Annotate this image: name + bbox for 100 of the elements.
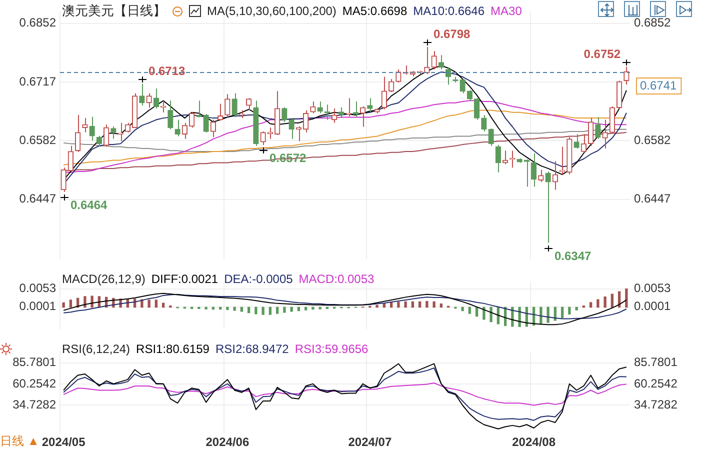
y2-tick-label: 0.6582: [634, 132, 672, 147]
candlestick: [246, 98, 252, 111]
bar: [461, 306, 464, 312]
candlestick: [545, 170, 551, 244]
legend-title: RSI(6,12,24): [62, 342, 130, 356]
text: MA30: [490, 4, 522, 18]
series-label: DEA:-0.0005: [224, 272, 293, 286]
candlestick: [438, 54, 444, 70]
bar: [468, 306, 472, 314]
series-label: DIFF:0.0021: [151, 272, 218, 286]
bar: [390, 302, 393, 308]
candlestick: [624, 66, 630, 86]
candlestick: [424, 46, 430, 75]
candlestick: [139, 83, 145, 106]
candlestick: [538, 169, 544, 182]
bar: [247, 306, 250, 314]
candlestick: [224, 94, 230, 118]
text: MA5:0.6698: [342, 4, 408, 18]
y-tick-label: 60.2542: [12, 376, 56, 390]
bar: [382, 303, 386, 308]
x-tick-label: 2024/07: [348, 435, 392, 450]
y2-tick-label: 0.6852: [634, 16, 672, 30]
bar: [283, 306, 286, 313]
y2-tick-label: 0.0053: [634, 281, 672, 296]
candlestick: [431, 50, 437, 70]
candlestick: [317, 101, 323, 114]
bar: [546, 306, 550, 323]
bar: [482, 306, 486, 320]
bar: [154, 300, 158, 308]
candlestick: [481, 114, 487, 132]
candlestick: [210, 119, 216, 138]
candlestick: [203, 114, 209, 133]
y-tick-label: 0.0053: [19, 281, 56, 296]
series-label: MACD:0.0053: [298, 272, 374, 286]
bar: [575, 306, 578, 310]
y-tick-label: 0.6582: [19, 132, 56, 147]
bar: [204, 306, 208, 310]
bar: [397, 302, 400, 308]
text: 日线 ▲: [0, 433, 40, 450]
bar: [432, 301, 436, 308]
bar: [404, 301, 407, 308]
y-tick-label: 0.6852: [19, 16, 56, 30]
bar: [411, 301, 414, 308]
candlestick: [217, 103, 224, 122]
bar: [568, 306, 571, 315]
bar: [540, 306, 542, 324]
bar: [233, 306, 236, 311]
bar: [148, 300, 150, 308]
bar: [262, 306, 264, 315]
annotation: 0.6347: [554, 248, 592, 263]
bar: [490, 306, 492, 322]
candlestick: [595, 116, 601, 140]
y2-tick-label: 85.7801: [634, 355, 678, 370]
bar: [276, 306, 279, 314]
candlestick: [530, 152, 537, 188]
y-tick-label: 0.6717: [19, 74, 56, 88]
candlestick: [146, 92, 152, 108]
text: RSI3:59.9656: [294, 342, 368, 356]
bar: [596, 299, 600, 308]
bar: [90, 296, 94, 308]
candlestick: [331, 108, 338, 124]
y2-tick-label: 0.0001: [634, 299, 672, 314]
candlestick: [602, 119, 608, 149]
bar: [240, 306, 244, 312]
bar: [625, 288, 628, 308]
bar: [610, 294, 614, 308]
candlestick: [174, 119, 180, 137]
bar: [426, 301, 428, 308]
legend-title: MACD(26,12,9): [62, 272, 146, 286]
bar: [84, 296, 86, 308]
candlestick: [460, 78, 466, 94]
bar: [312, 306, 314, 310]
chart-title: 澳元美元【日线】: [62, 2, 166, 20]
bar: [376, 304, 378, 308]
bar: [560, 306, 564, 318]
candlestick: [232, 92, 238, 118]
annotation: 0.6464: [70, 198, 108, 212]
annotation: 0.6798: [434, 26, 471, 41]
candlestick: [559, 146, 566, 176]
candlestick: [574, 134, 580, 149]
bar: [604, 296, 606, 308]
bar: [268, 306, 272, 315]
candlestick: [103, 124, 110, 148]
bar: [418, 301, 422, 308]
y-tick-label: 34.7282: [12, 397, 56, 412]
bar: [62, 302, 65, 308]
x-tick-label: 2024/05: [42, 435, 86, 450]
annotation: 0.6713: [148, 64, 186, 78]
text: MA10:0.6646: [413, 4, 485, 18]
candlestick: [74, 114, 81, 152]
candlestick: [110, 126, 116, 140]
annotation: 0.6752: [584, 46, 621, 61]
candlestick: [367, 98, 373, 112]
text: RSI2:68.9472: [215, 342, 289, 356]
candlestick: [60, 167, 66, 192]
candlestick: [89, 116, 95, 142]
x-tick-label: 2024/08: [512, 435, 556, 450]
y2-tick-label: 34.7282: [634, 397, 678, 412]
bar: [226, 306, 229, 310]
candlestick: [338, 106, 344, 119]
